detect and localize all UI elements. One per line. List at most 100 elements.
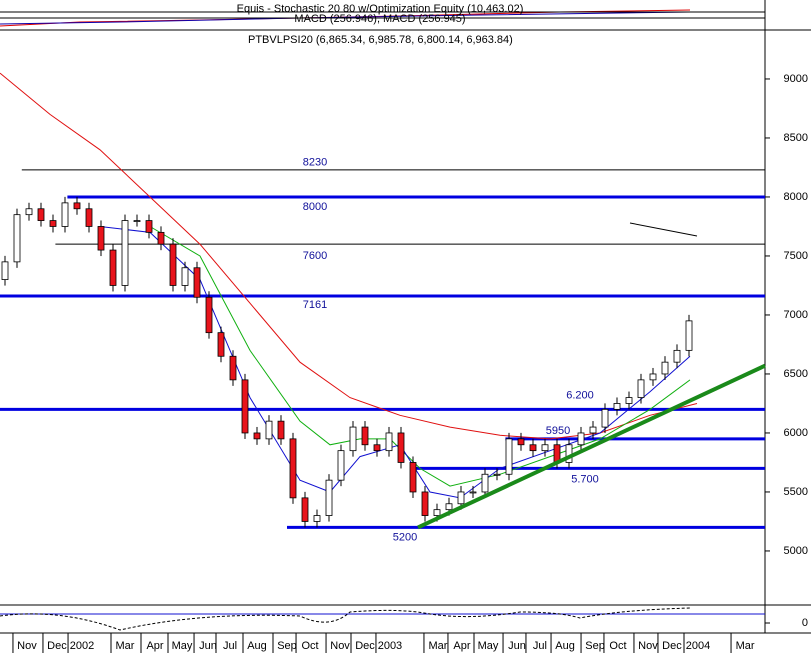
trendline [417,363,766,530]
candle-body [73,202,81,210]
candle-body [109,249,117,286]
candle-body [409,462,417,493]
chart-title: PTBVLPSI20 (6,865.34, 6,985.78, 6,800.14… [248,34,513,46]
x-tick-label: Sep [585,640,605,652]
candle-body [637,379,645,398]
header: Equis - Stochastic 20 80 w/Optimization … [237,3,524,15]
level-label: 6.200 [566,389,594,401]
candle-body [469,491,477,494]
candle-body [181,267,189,286]
candle-body [397,432,405,463]
level-label: 5200 [393,531,417,543]
candle-body [325,479,333,516]
candle-body [289,438,297,499]
x-tick-label: Nov [638,640,658,652]
candle-body [301,497,309,522]
candle-body [337,450,345,481]
candle-body [229,355,237,381]
y-tick-label: 5000 [784,545,808,557]
candle-body [241,379,249,434]
candle-body [277,420,285,440]
x-tick-label: Dec [662,640,682,652]
candle-body [685,320,693,351]
level-label: 8000 [303,201,327,213]
level-label: 5.700 [571,473,599,485]
oscillator-line [0,607,691,631]
x-tick-label: Aug [555,640,575,652]
x-tick-label: Jul [223,640,237,652]
y-tick-label: 5500 [784,486,808,498]
y-tick-label: 7500 [784,250,808,262]
x-tick-label: May [172,640,193,652]
candle-body [1,261,9,280]
x-tick-label: Aug [247,640,267,652]
x-tick-label: Nov [330,640,350,652]
candle-body [313,515,321,522]
candle-body [157,231,165,245]
x-tick-label: 2002 [70,640,94,652]
candle-body [457,491,465,505]
candle-body [61,202,69,227]
y-tick-label: 7000 [784,309,808,321]
candle-body [145,220,153,233]
x-tick-label: Mar [736,640,755,652]
candle-body [169,243,177,286]
x-tick-label: Mar [116,640,135,652]
level-label: 7161 [303,299,327,311]
candle-body [25,208,33,216]
x-tick-label: Apr [453,640,470,652]
x-tick-label: Apr [146,640,163,652]
level-label: 8230 [303,157,327,169]
candle-body [541,444,549,452]
candle-body [349,426,357,452]
candle-body [37,208,45,221]
candle-body [613,403,621,410]
y-tick-label: 8500 [784,132,808,144]
candle-body [361,426,369,446]
candle-body [433,509,441,516]
candle-body [661,361,669,375]
subheader: MACD (256.946), MACD (256.945) [294,13,465,25]
candle-body [493,473,501,476]
x-tick-label: Nov [17,640,37,652]
candle-body [373,444,381,452]
candle-body [253,432,261,440]
x-tick-label: Oct [301,640,318,652]
candle-body [577,432,585,446]
x-tick-label: Jul [533,640,547,652]
candle-body [505,438,513,475]
candle-body [517,438,525,446]
y-tick-label: 6000 [784,427,808,439]
candle-body [133,220,141,222]
x-tick-label: Dec [47,640,67,652]
candle-body [97,226,105,251]
x-tick-label: Mar [428,640,447,652]
candle-body [529,444,537,452]
candle-body [85,208,93,227]
candle-body [193,267,201,298]
candle-body [49,220,57,227]
candle-body [649,373,657,381]
x-tick-label: Oct [609,640,626,652]
x-tick-label: 2003 [378,640,402,652]
candle-body [385,432,393,452]
candle-body [205,296,213,334]
y-tick-label: 0 [802,617,808,629]
y-tick-label: 8000 [784,191,808,203]
x-tick-label: Dec [355,640,375,652]
candle-body [265,420,273,440]
candle-body [625,397,633,404]
candle-body [481,473,489,493]
candle-body [445,503,453,511]
annotation-line [629,222,698,237]
level-label: 7600 [303,250,327,262]
x-tick-label: 2004 [686,640,710,652]
candle-body [13,214,21,263]
candle-body [121,220,129,286]
y-tick-label: 9000 [784,73,808,85]
x-tick-label: Jun [199,640,217,652]
candle-body [673,349,681,363]
x-tick-label: Sep [277,640,297,652]
